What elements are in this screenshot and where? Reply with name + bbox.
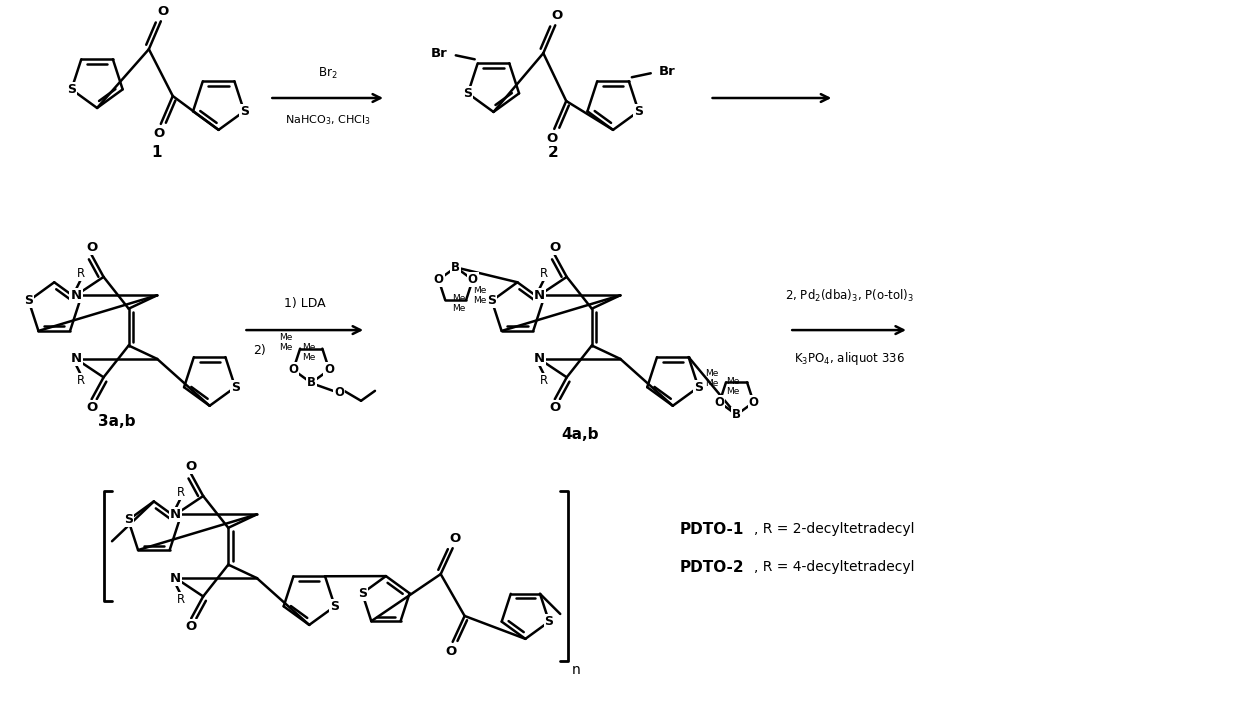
- Text: 1: 1: [151, 145, 162, 160]
- Text: Me
Me: Me Me: [474, 286, 487, 305]
- Text: O: O: [186, 460, 197, 472]
- Text: Me
Me: Me Me: [706, 369, 719, 388]
- Text: , R = 2-decyltetradecyl: , R = 2-decyltetradecyl: [754, 522, 915, 536]
- Text: Br: Br: [432, 47, 448, 60]
- Text: S: S: [487, 294, 496, 307]
- Text: S: S: [464, 87, 472, 100]
- Text: B: B: [732, 409, 742, 421]
- Text: R: R: [176, 593, 185, 607]
- Text: PDTO-2: PDTO-2: [680, 559, 744, 575]
- Text: O: O: [288, 364, 299, 376]
- Text: O: O: [445, 645, 456, 658]
- Text: N: N: [71, 289, 82, 302]
- Text: K$_3$PO$_4$, aliquot 336: K$_3$PO$_4$, aliquot 336: [794, 350, 904, 367]
- Text: Me
Me: Me Me: [301, 343, 315, 362]
- Text: NaHCO$_3$, CHCl$_3$: NaHCO$_3$, CHCl$_3$: [285, 113, 371, 127]
- Text: O: O: [154, 127, 165, 140]
- Text: O: O: [86, 401, 97, 413]
- Text: N: N: [533, 352, 544, 365]
- Text: N: N: [71, 352, 82, 365]
- Text: O: O: [324, 364, 335, 376]
- Text: S: S: [239, 105, 249, 118]
- Text: S: S: [124, 513, 133, 526]
- Text: N: N: [170, 508, 181, 521]
- Text: O: O: [552, 9, 563, 22]
- Text: O: O: [86, 241, 97, 253]
- Text: R: R: [77, 374, 86, 388]
- Text: O: O: [157, 5, 169, 18]
- Text: 1) LDA: 1) LDA: [284, 297, 326, 310]
- Text: 3a,b: 3a,b: [98, 414, 135, 429]
- Text: R: R: [541, 267, 548, 280]
- Text: O: O: [449, 531, 460, 545]
- Text: R: R: [77, 267, 86, 280]
- Text: Br$_2$: Br$_2$: [319, 66, 337, 81]
- Text: O: O: [549, 241, 560, 253]
- Text: N: N: [170, 571, 181, 585]
- Text: 2, Pd$_2$(dba)$_3$, P(o-tol)$_3$: 2, Pd$_2$(dba)$_3$, P(o-tol)$_3$: [785, 288, 914, 304]
- Text: S: S: [231, 380, 239, 394]
- Text: O: O: [434, 273, 444, 286]
- Text: O: O: [549, 401, 560, 413]
- Text: S: S: [634, 105, 644, 118]
- Text: PDTO-1: PDTO-1: [680, 522, 744, 537]
- Text: N: N: [533, 289, 544, 302]
- Text: 4a,b: 4a,b: [562, 428, 599, 442]
- Text: S: S: [67, 83, 76, 96]
- Text: S: S: [358, 587, 367, 600]
- Text: B: B: [306, 376, 316, 390]
- Text: , R = 4-decyltetradecyl: , R = 4-decyltetradecyl: [754, 560, 915, 574]
- Text: S: S: [694, 380, 703, 394]
- Text: O: O: [334, 386, 345, 399]
- Text: R: R: [541, 374, 548, 388]
- Text: B: B: [451, 261, 460, 274]
- Text: n: n: [572, 663, 580, 677]
- Text: O: O: [547, 133, 558, 145]
- Text: Me
Me: Me Me: [279, 333, 293, 352]
- Text: O: O: [714, 396, 724, 409]
- Text: 2: 2: [548, 145, 559, 160]
- Text: S: S: [544, 615, 553, 628]
- Text: Me
Me: Me Me: [453, 294, 466, 314]
- Text: 2): 2): [253, 343, 267, 357]
- Text: R: R: [176, 486, 185, 499]
- Text: O: O: [186, 620, 197, 633]
- Text: Me
Me: Me Me: [727, 376, 740, 396]
- Text: O: O: [467, 273, 477, 286]
- Text: S: S: [330, 600, 340, 613]
- Text: O: O: [749, 396, 759, 409]
- Text: S: S: [24, 294, 33, 307]
- Text: Br: Br: [658, 65, 676, 78]
